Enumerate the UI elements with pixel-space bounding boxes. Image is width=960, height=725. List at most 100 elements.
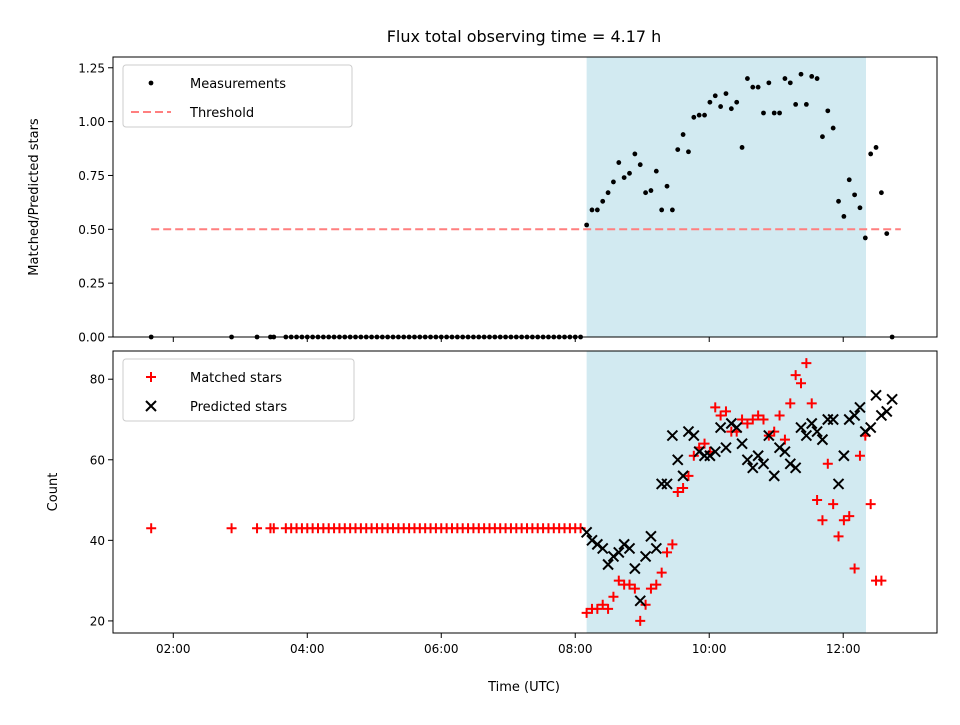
data-point	[763, 429, 775, 442]
data-point	[830, 125, 836, 131]
data-point	[755, 84, 761, 90]
data-point	[753, 410, 764, 421]
data-point	[730, 421, 743, 434]
data-point	[833, 531, 844, 542]
data-point	[597, 542, 609, 555]
top-panel: 0.00 0.25 0.50 0.75 1.00 1.25 Matched/Predicte…	[27, 56, 938, 345]
data-point	[639, 550, 652, 563]
data-point	[796, 378, 807, 389]
data-point	[645, 530, 657, 543]
data-point	[827, 413, 839, 426]
y-tick-label: 80	[90, 373, 105, 387]
data-point	[672, 454, 684, 466]
series-matched-stars	[146, 358, 887, 626]
data-point	[798, 71, 804, 77]
data-point	[710, 402, 721, 413]
data-point	[881, 405, 893, 418]
data-point	[747, 462, 759, 474]
data-point	[795, 421, 807, 434]
legend-marker	[148, 80, 154, 86]
data-point	[661, 478, 673, 490]
data-point	[841, 213, 847, 219]
data-point	[575, 523, 586, 534]
data-point	[816, 433, 829, 446]
data-point	[752, 450, 764, 462]
data-point	[664, 183, 670, 189]
data-point	[594, 207, 600, 213]
data-point	[785, 398, 796, 409]
data-point	[650, 542, 663, 555]
data-point	[678, 482, 689, 493]
data-point	[603, 603, 614, 614]
data-point	[868, 151, 874, 157]
legend: Matched stars Predicted stars	[122, 358, 355, 422]
data-point	[714, 421, 727, 434]
y-tick-label: 0.25	[78, 277, 105, 291]
data-point	[876, 575, 887, 586]
legend-label: Matched stars	[190, 371, 282, 386]
data-point	[838, 450, 850, 462]
legend: Measurements Threshold	[122, 64, 353, 128]
data-point	[602, 558, 614, 571]
data-point	[828, 499, 839, 510]
data-point	[742, 418, 753, 429]
x-tick-label: 10:00	[692, 642, 727, 656]
data-point	[854, 450, 865, 461]
data-point	[592, 603, 603, 614]
legend-box	[122, 64, 353, 128]
data-point	[584, 222, 590, 228]
data-point	[790, 370, 801, 381]
data-point	[677, 470, 689, 482]
y-tick-label: 0.00	[78, 331, 105, 345]
data-point	[793, 101, 799, 107]
data-point	[836, 198, 841, 204]
data-point	[268, 523, 279, 534]
data-point	[146, 523, 157, 534]
data-point	[656, 567, 667, 578]
data-point	[709, 446, 721, 458]
chart-title: Flux total observing time = 4.17 h	[387, 27, 662, 46]
data-point	[852, 192, 857, 198]
data-point	[624, 579, 635, 590]
x-tick-label: 08:00	[558, 642, 593, 656]
data-point	[806, 398, 817, 409]
data-point	[745, 76, 750, 81]
data-point	[691, 114, 697, 120]
y-tick-label: 1.00	[78, 115, 105, 129]
data-point	[774, 410, 785, 421]
data-point	[768, 470, 780, 482]
data-point	[825, 108, 831, 114]
data-point	[838, 515, 849, 526]
data-point	[675, 147, 681, 153]
data-point	[758, 414, 769, 425]
data-point	[672, 487, 683, 497]
data-point	[723, 91, 729, 97]
data-point	[803, 101, 809, 107]
data-point	[747, 414, 758, 425]
data-point	[886, 393, 898, 406]
data-point	[632, 151, 638, 157]
observing-window-shade	[586, 57, 866, 337]
data-point	[635, 615, 646, 626]
data-point	[616, 160, 622, 165]
data-point	[629, 583, 640, 594]
data-point	[865, 499, 876, 510]
data-point	[806, 417, 818, 430]
legend-box	[122, 358, 355, 422]
series-predicted-stars	[580, 389, 898, 607]
data-point	[811, 425, 823, 438]
data-point	[820, 134, 825, 140]
data-point	[643, 190, 648, 196]
data-point	[707, 99, 713, 105]
data-point	[252, 523, 263, 534]
data-point	[779, 434, 790, 445]
y-tick-label: 1.25	[78, 61, 105, 75]
observing-window-shade	[586, 351, 866, 633]
data-point	[688, 429, 700, 442]
data-point	[801, 358, 812, 369]
data-point	[634, 595, 646, 607]
data-point	[771, 110, 777, 116]
data-point	[812, 495, 823, 506]
plot-frame	[112, 56, 938, 338]
